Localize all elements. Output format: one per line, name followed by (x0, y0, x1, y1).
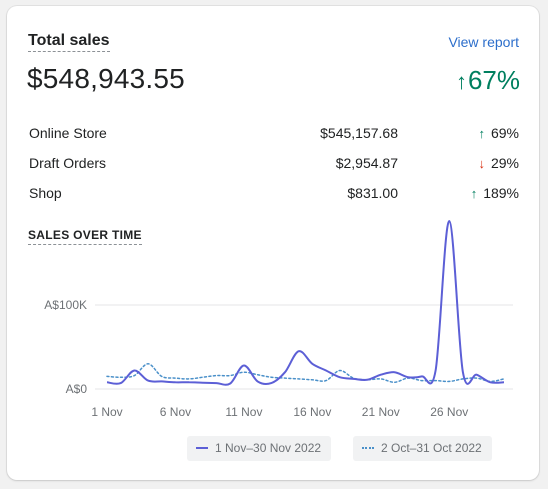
sales-line-chart[interactable]: A$0 A$100K 1 Nov 6 Nov 11 Nov 16 Nov 21 Nov 26 … (7, 6, 539, 480)
channel-value: $2,954.87 (335, 155, 398, 171)
breakdown-row-online-store: Online Store $545,157.68 ↑ 69% (29, 123, 519, 143)
breakdown-row-draft-orders: Draft Orders $2,954.87 ↓ 29% (29, 153, 519, 173)
legend-label-current: 1 Nov–30 Nov 2022 (215, 441, 322, 455)
channel-change: ↓ 29% (478, 153, 519, 174)
channel-name: Online Store (29, 125, 107, 141)
series-line-current (106, 219, 505, 386)
solid-line-icon (196, 446, 208, 449)
channel-change-percent: 69% (490, 125, 519, 141)
x-tick-label: 21 Nov (362, 405, 400, 419)
arrow-up-icon: ↑ (470, 186, 478, 201)
series-line-previous (106, 363, 505, 384)
x-tick-label: 26 Nov (430, 405, 468, 419)
x-tick-label: 6 Nov (160, 405, 191, 419)
dotted-line-icon (362, 446, 374, 449)
legend-item-previous[interactable]: 2 Oct–31 Oct 2022 (353, 436, 492, 461)
channel-value: $831.00 (347, 185, 398, 201)
total-change: ↑67% (456, 63, 520, 99)
channel-change: ↑ 189% (471, 183, 519, 204)
channel-change-percent: 189% (483, 185, 519, 201)
legend-item-current[interactable]: 1 Nov–30 Nov 2022 (187, 436, 332, 461)
channel-change: ↑ 69% (478, 123, 519, 144)
arrow-down-icon: ↓ (478, 156, 485, 171)
total-change-percent: 67% (467, 65, 520, 95)
view-report-link[interactable]: View report (448, 34, 519, 50)
channel-change-percent: 29% (490, 155, 519, 171)
breakdown-row-shop: Shop $831.00 ↑ 189% (29, 183, 519, 203)
card-title[interactable]: Total sales (28, 32, 110, 52)
channel-name: Draft Orders (29, 155, 107, 171)
sales-over-time-title[interactable]: SALES OVER TIME (28, 228, 142, 245)
channel-name: Shop (29, 185, 62, 201)
x-tick-label: 11 Nov (225, 405, 262, 419)
y-tick-label: A$100K (44, 298, 87, 312)
total-sales-value: $548,943.55 (27, 63, 185, 94)
channel-value: $545,157.68 (320, 125, 398, 141)
legend-label-previous: 2 Oct–31 Oct 2022 (381, 441, 482, 455)
y-tick-label: A$0 (66, 382, 88, 396)
arrow-up-icon: ↑ (455, 69, 467, 94)
x-tick-label: 1 Nov (91, 405, 122, 419)
total-sales-card: Total sales View report $548,943.55 ↑67%… (7, 6, 539, 480)
x-tick-label: 16 Nov (293, 405, 331, 419)
arrow-up-icon: ↑ (478, 126, 485, 141)
